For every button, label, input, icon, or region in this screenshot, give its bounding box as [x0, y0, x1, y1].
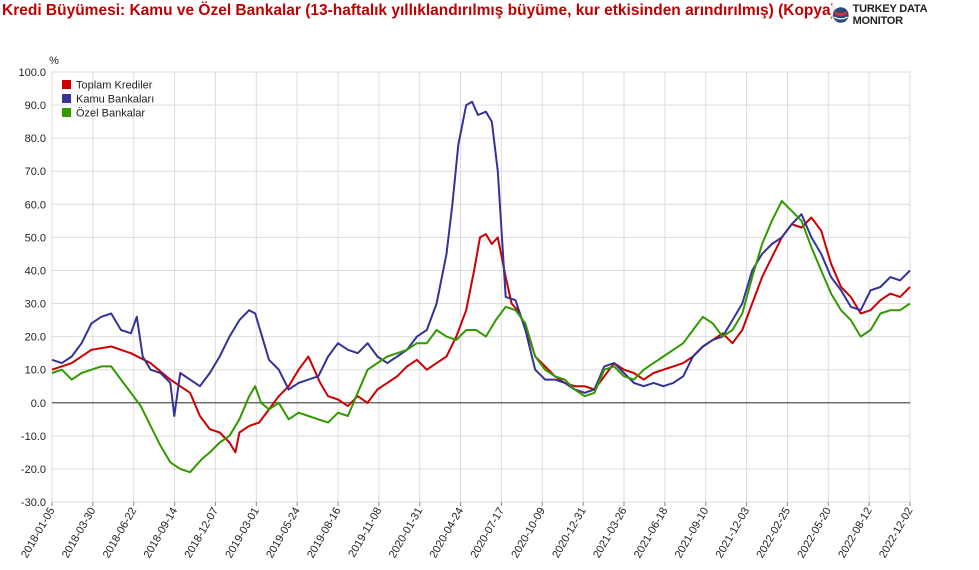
series-line-0	[51, 216, 911, 454]
legend-label-0: Toplam Krediler	[76, 80, 153, 92]
x-tick-label: 2020-12-31	[550, 506, 589, 561]
y-tick-label: 70.0	[25, 166, 46, 178]
x-tick-label: 2021-03-26	[591, 506, 630, 561]
chart-title: Kredi Büyümesi: Kamu ve Özel Bankalar (1…	[2, 2, 836, 19]
x-tick-label: 2019-11-08	[346, 506, 384, 560]
x-tick-label: 2018-09-14	[142, 506, 181, 561]
y-tick-label: 50.0	[25, 232, 46, 244]
series-lines	[51, 100, 911, 474]
x-tick-label: 2020-10-09	[509, 506, 548, 561]
x-tick-label: 2021-12-03	[714, 506, 753, 561]
y-tick-label: 10.0	[25, 365, 46, 377]
x-tick-label: 2021-06-18	[632, 506, 671, 561]
y-tick-label: -20.0	[21, 464, 46, 476]
x-tick-label: 2020-01-31	[387, 506, 426, 561]
x-tick-label: 2020-04-24	[428, 505, 467, 560]
series-line-2	[51, 200, 911, 474]
plot-border	[51, 71, 911, 503]
legend-swatch-2	[62, 108, 71, 117]
grid-lines	[51, 71, 911, 503]
x-tick-label: 2019-03-01	[223, 506, 262, 561]
x-tick-label: 2022-08-12	[836, 506, 875, 561]
x-tick-label: 2022-02-25	[754, 506, 793, 561]
y-tick-label: 30.0	[25, 299, 46, 311]
y-tick-label: 60.0	[25, 199, 46, 211]
y-tick-label: 0.0	[31, 398, 46, 410]
x-tick-label: 2018-01-05	[19, 506, 58, 561]
series-line-1	[51, 100, 911, 417]
y-tick-label: 40.0	[25, 265, 46, 277]
x-tick-label: 2021-09-10	[673, 506, 712, 561]
legend-label-1: Kamu Bankaları	[76, 94, 154, 106]
legend-swatch-1	[62, 94, 71, 103]
y-tick-label: 90.0	[25, 100, 46, 112]
x-tick-label: 2022-05-20	[795, 506, 834, 561]
legend-label-2: Özel Bankalar	[76, 108, 145, 120]
y-tick-label: 80.0	[25, 133, 46, 145]
globe-logo-icon	[832, 7, 849, 23]
y-tick-label: -30.0	[21, 497, 46, 509]
legend: Toplam Krediler Kamu Bankaları Özel Bankal…	[62, 80, 154, 120]
x-tick-label: 2022-12-02	[877, 506, 916, 561]
y-axis-label: %	[49, 55, 59, 67]
legend-swatch-0	[62, 80, 71, 89]
y-axis: 100.0 90.0 80.0 70.0 60.0 50.0 40.0 30.0 20.0 10.…	[18, 55, 59, 509]
y-tick-label: -10.0	[21, 431, 46, 443]
x-tick-label: 2019-05-24	[264, 506, 303, 561]
x-tick-label: 2018-03-30	[60, 506, 99, 561]
y-tick-label: 20.0	[25, 332, 46, 344]
y-tick-label: 100.0	[18, 67, 46, 79]
x-tick-label: 2020-07-17	[468, 506, 507, 561]
x-axis: 2018-01-05 2018-03-30 2018-06-22 2018-09-14…	[19, 502, 916, 560]
logo-text: TURKEY DATA MONITOR	[852, 3, 928, 27]
x-tick-label: 2018-12-07	[182, 506, 221, 561]
x-tick-label: 2018-06-22	[101, 506, 140, 561]
x-tick-label: 2019-08-16	[305, 506, 344, 561]
brand-logo[interactable]: TURKEY DATA MONITOR	[832, 3, 979, 27]
